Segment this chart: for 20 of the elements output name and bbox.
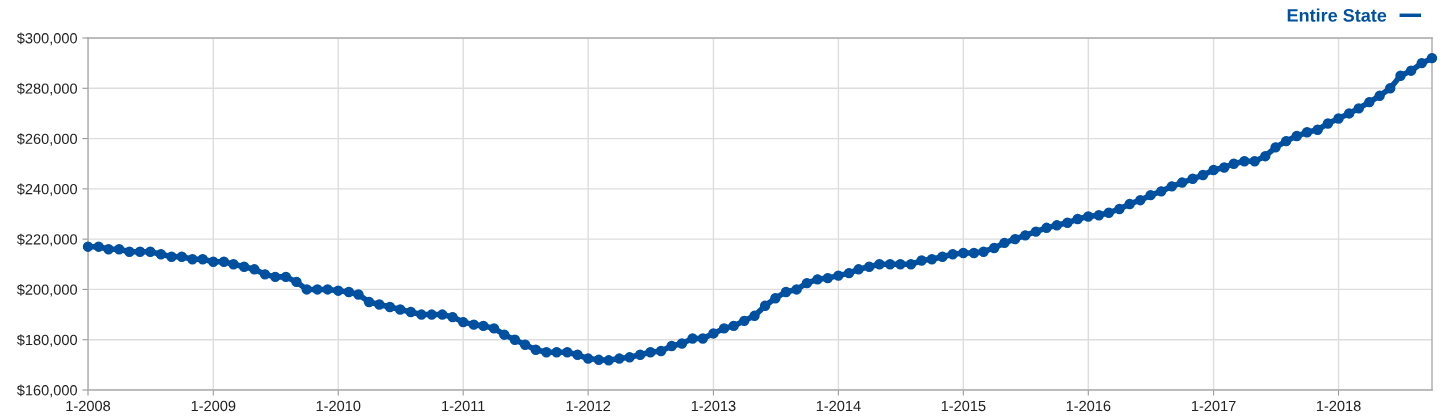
y-tick-label: $280,000 [16, 82, 78, 96]
legend-label: Entire State [1287, 8, 1387, 22]
y-tick-label: $300,000 [16, 32, 78, 46]
x-tick-label: 1-2018 [1316, 400, 1361, 412]
y-tick-label: $180,000 [16, 334, 78, 347]
y-tick-label: $200,000 [16, 283, 78, 297]
x-tick-label: 1-2015 [941, 400, 986, 412]
y-tick-label: $160,000 [16, 384, 78, 398]
y-tick-label: $260,000 [16, 133, 78, 146]
y-tick-label: $240,000 [16, 183, 78, 197]
x-tick-label: 1-2010 [316, 400, 361, 412]
x-tick-label: 1-2009 [191, 400, 236, 412]
x-tick-label: 1-2008 [66, 400, 111, 412]
x-tick-label: 1-2016 [1066, 400, 1111, 412]
y-tick-label: $220,000 [16, 233, 78, 247]
x-tick-label: 1-2013 [691, 400, 736, 412]
x-tick-label: 1-2014 [816, 400, 861, 412]
x-tick-label: 1-2017 [1192, 400, 1236, 412]
x-tick-label: 1-2012 [566, 400, 611, 412]
x-tick-label: 1-2011 [442, 400, 485, 412]
